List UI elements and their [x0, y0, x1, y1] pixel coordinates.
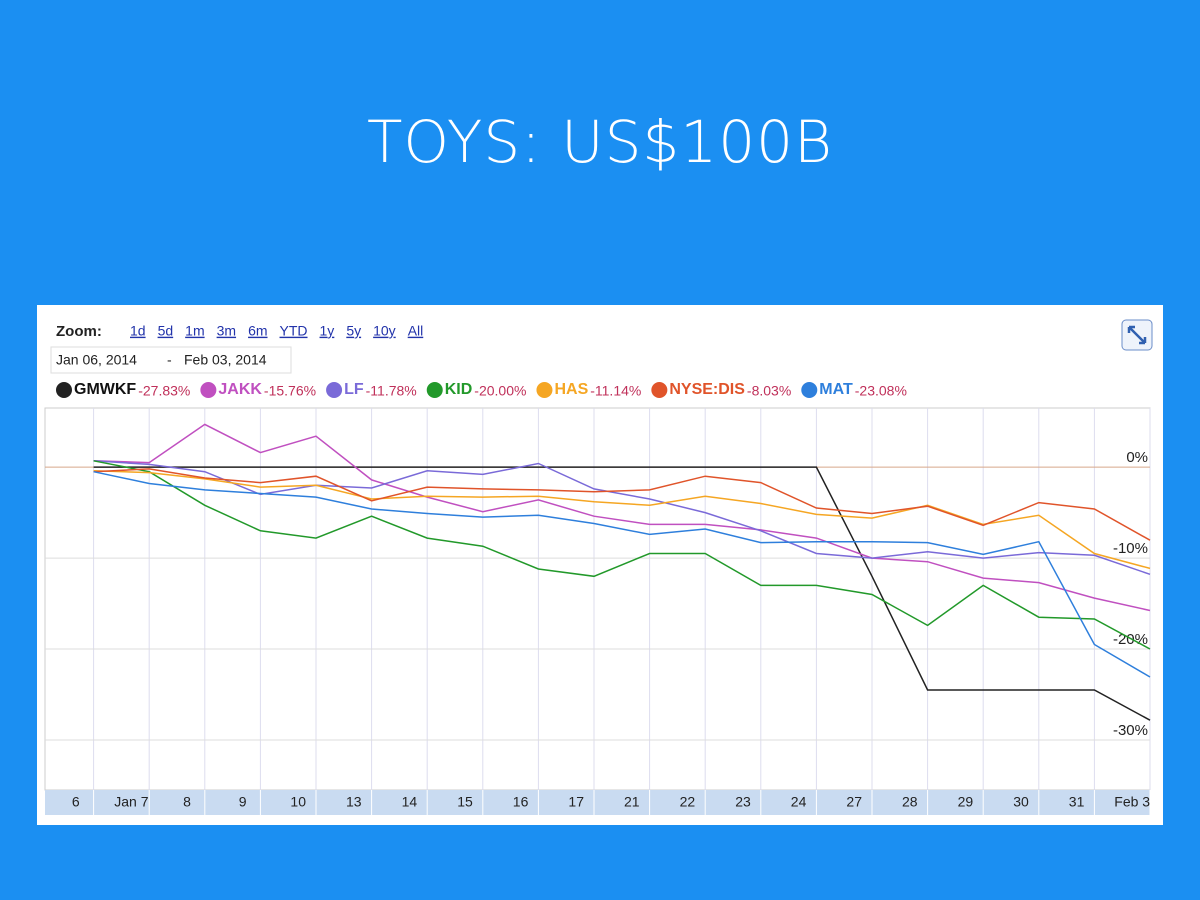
legend-swatch [426, 382, 443, 398]
series-line [93, 423, 1151, 612]
date-to: Feb 03, 2014 [184, 352, 267, 368]
date-from: Jan 06, 2014 [56, 352, 137, 368]
zoom-option[interactable]: All [408, 323, 424, 339]
x-tick-label: 31 [1069, 794, 1085, 810]
zoom-option[interactable]: 5d [158, 323, 174, 339]
series-line [93, 460, 1151, 650]
legend-change: -20.00% [474, 383, 526, 399]
zoom-option[interactable]: 3m [217, 323, 236, 339]
zoom-option[interactable]: 1y [320, 323, 335, 339]
x-tick-label: 24 [791, 794, 807, 810]
x-tick-label: 15 [457, 794, 473, 810]
chart: Zoom: Jan 06, 2014 - Feb 03, 2014 1d 5d 1m… [37, 305, 1163, 825]
legend-change: -23.08% [855, 383, 907, 399]
legend-name: HAS [554, 381, 588, 398]
x-tick-label: 23 [735, 794, 751, 810]
zoom-option[interactable]: YTD [280, 323, 308, 339]
series-line [93, 470, 1151, 570]
maximize-button[interactable] [1121, 319, 1153, 351]
x-tick-label: 9 [239, 794, 247, 810]
x-tick-label: 16 [513, 794, 529, 810]
zoom-label: Zoom: [56, 323, 102, 340]
x-tick-label: 27 [846, 794, 862, 810]
series-line [93, 470, 1151, 678]
legend-name: MAT [819, 381, 853, 398]
legend-swatch [651, 382, 668, 398]
x-tick-label: 17 [568, 794, 584, 810]
x-tick-label: Jan 7 [114, 794, 148, 810]
x-tick-label: 8 [183, 794, 191, 810]
x-tick-label: 10 [290, 794, 306, 810]
x-axis-bar [45, 790, 1150, 815]
zoom-option[interactable]: 10y [373, 323, 396, 339]
series-line [93, 460, 1151, 576]
x-tick-label: 30 [1013, 794, 1029, 810]
legend-change: -11.78% [366, 383, 417, 399]
legend-change: -27.83% [138, 383, 190, 399]
zoom-option[interactable]: 6m [248, 323, 267, 339]
x-tick-label: 29 [958, 794, 974, 810]
legend-name: JAKK [218, 381, 262, 398]
legend-swatch [56, 382, 72, 398]
date-range-box [50, 346, 292, 374]
legend-swatch [326, 382, 343, 398]
legend-change: -8.03% [747, 383, 791, 399]
zoom-option[interactable]: 5y [346, 323, 361, 339]
x-tick-label: 6 [72, 794, 80, 810]
series-line [93, 468, 1151, 541]
plot-area [44, 407, 1151, 791]
legend-change: -11.14% [590, 383, 641, 399]
y-tick-label: -30% [1113, 722, 1148, 739]
zoom-option[interactable]: 1m [185, 323, 204, 339]
x-tick-label: 21 [624, 794, 640, 810]
legend-swatch [200, 382, 217, 398]
x-tick-label: 22 [680, 794, 696, 810]
series-line [93, 466, 1151, 721]
x-tick-label: Feb 3 [1114, 794, 1150, 810]
y-tick-label: 0% [1126, 449, 1148, 466]
date-separator: - [167, 352, 172, 368]
y-tick-label: -10% [1113, 540, 1148, 557]
legend-name: NYSE:DIS [669, 381, 745, 398]
legend-swatch [536, 382, 553, 398]
legend-swatch [801, 382, 818, 398]
legend-name: GMWKF [74, 381, 136, 398]
x-tick-label: 13 [346, 794, 362, 810]
legend-name: LF [344, 381, 364, 398]
legend-name: KID [445, 381, 473, 398]
slide-title: TOYS: US$100B [367, 108, 833, 176]
legend-change: -15.76% [264, 383, 316, 399]
x-tick-label: 28 [902, 794, 918, 810]
zoom-option[interactable]: 1d [130, 323, 146, 339]
x-tick-label: 14 [402, 794, 418, 810]
